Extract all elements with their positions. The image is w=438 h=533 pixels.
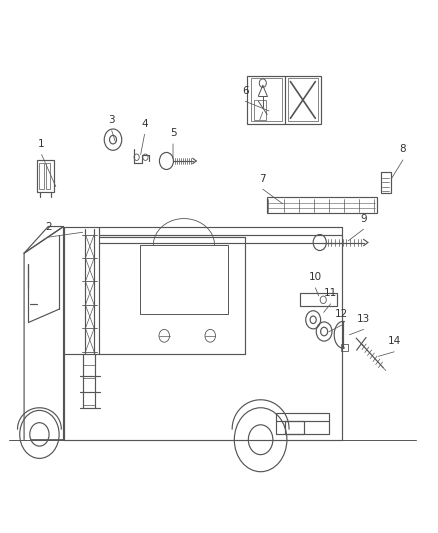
Bar: [254, 100, 266, 120]
Bar: [381, 172, 391, 193]
Text: 7: 7: [259, 174, 266, 183]
Bar: [247, 76, 321, 124]
Text: 8: 8: [399, 144, 406, 154]
Text: 12: 12: [335, 310, 348, 319]
Text: 13: 13: [357, 314, 370, 324]
Bar: [251, 78, 282, 121]
Bar: [288, 78, 318, 121]
Bar: [341, 344, 348, 351]
Bar: [276, 413, 328, 434]
Bar: [140, 245, 228, 314]
Text: 11: 11: [324, 288, 337, 298]
Text: 3: 3: [108, 115, 115, 125]
Text: 2: 2: [45, 222, 52, 231]
Bar: [300, 293, 337, 306]
Bar: [46, 163, 50, 189]
Text: 5: 5: [170, 128, 177, 138]
Bar: [285, 421, 304, 434]
Bar: [39, 163, 44, 189]
Text: 1: 1: [38, 139, 45, 149]
Text: 14: 14: [388, 336, 401, 346]
Bar: [37, 160, 54, 192]
Text: 10: 10: [309, 272, 322, 282]
Text: 4: 4: [141, 119, 148, 128]
Bar: [267, 197, 377, 213]
Text: 9: 9: [360, 214, 367, 223]
Text: 6: 6: [242, 86, 249, 95]
